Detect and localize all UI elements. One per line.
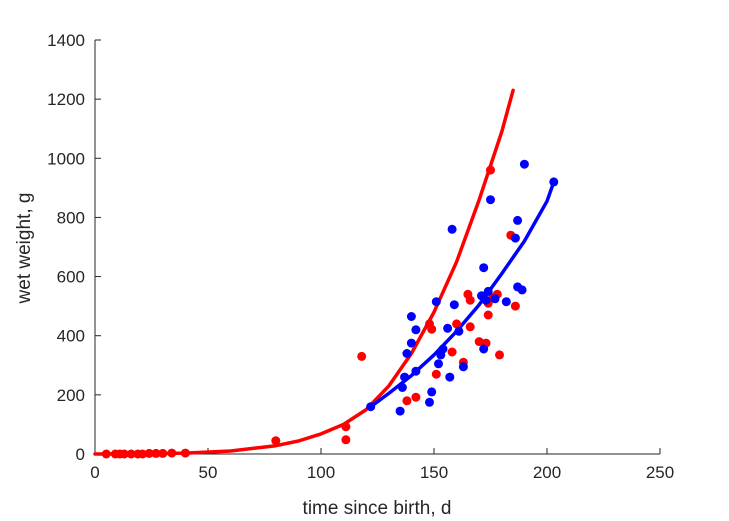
data-point-series-1	[158, 448, 168, 458]
data-point-series-1	[452, 319, 462, 329]
data-point-series-1	[341, 435, 351, 445]
data-point-series-2	[510, 233, 520, 243]
data-point-series-2	[549, 177, 559, 187]
data-point-series-2	[443, 323, 453, 333]
y-tick-label: 600	[57, 268, 85, 287]
data-point-series-2	[411, 325, 421, 335]
data-point-series-2	[406, 338, 416, 348]
data-point-series-1	[402, 396, 412, 406]
x-tick-label: 0	[90, 463, 99, 482]
data-point-series-1	[357, 351, 367, 361]
x-tick-label: 200	[533, 463, 561, 482]
data-point-series-2	[513, 215, 523, 225]
y-tick-label: 1000	[47, 149, 85, 168]
data-point-series-1	[495, 350, 504, 360]
data-point-series-2	[481, 295, 491, 305]
x-tick-label: 50	[199, 463, 218, 482]
data-point-series-2	[445, 372, 455, 382]
data-point-series-2	[449, 300, 459, 310]
data-point-series-2	[519, 159, 529, 169]
data-point-series-2	[425, 397, 434, 407]
data-point-series-1	[427, 324, 437, 334]
data-point-series-2	[434, 359, 443, 369]
axes: 0 50 100 150 200 250 0 200 400 600 800 1000 1200 1400	[47, 31, 674, 482]
x-tick-label: 100	[307, 463, 335, 482]
y-tick-label: 1400	[47, 31, 85, 50]
data-point-series-2	[438, 344, 448, 354]
data-point-series-2	[427, 387, 437, 397]
data-point-series-1	[486, 165, 495, 175]
y-tick-label: 200	[57, 386, 85, 405]
data-point-series-2	[395, 406, 405, 416]
y-tick-label: 400	[57, 327, 85, 346]
data-point-series-1	[138, 449, 147, 459]
fitted-curves	[93, 88, 556, 456]
data-point-series-2	[402, 349, 412, 358]
x-tick-label: 250	[646, 463, 674, 482]
data-point-series-2	[397, 383, 407, 392]
fit-curve-series-1	[93, 88, 515, 456]
data-point-series-1	[151, 448, 161, 458]
data-point-series-1	[447, 347, 457, 357]
data-point-series-2	[411, 366, 421, 376]
data-point-series-2	[490, 294, 500, 304]
data-point-series-2	[447, 224, 457, 234]
y-tick-label: 1200	[47, 90, 85, 109]
data-point-series-1	[474, 337, 484, 347]
y-axis-title: wet weight, g	[14, 193, 35, 305]
data-points	[101, 159, 559, 459]
data-point-series-1	[465, 322, 475, 332]
data-point-series-1	[144, 448, 154, 458]
data-point-series-1	[126, 449, 136, 459]
data-point-series-1	[483, 310, 493, 320]
y-tick-label: 800	[57, 208, 85, 227]
data-point-series-2	[517, 285, 527, 295]
data-point-series-2	[486, 195, 495, 205]
data-point-series-1	[510, 301, 520, 311]
data-point-series-1	[341, 422, 351, 432]
data-point-series-1	[411, 392, 421, 402]
data-point-series-2	[501, 297, 511, 307]
data-point-series-2	[366, 402, 376, 412]
x-tick-label: 150	[420, 463, 448, 482]
data-point-series-2	[479, 263, 489, 273]
data-point-series-2	[479, 344, 489, 354]
data-point-series-2	[454, 326, 464, 336]
data-point-series-1	[119, 449, 129, 459]
data-point-series-1	[271, 436, 281, 446]
data-point-series-1	[431, 369, 441, 379]
data-point-series-1	[465, 295, 475, 305]
data-point-series-1	[180, 448, 190, 458]
data-point-series-2	[400, 372, 410, 382]
data-point-series-2	[431, 297, 441, 307]
data-point-series-1	[167, 448, 177, 458]
x-axis-title: time since birth, d	[303, 498, 452, 519]
data-point-series-2	[483, 286, 493, 296]
data-point-series-1	[101, 449, 111, 459]
y-tick-label: 0	[76, 445, 85, 464]
data-point-series-2	[458, 362, 468, 372]
data-point-series-2	[406, 312, 416, 321]
